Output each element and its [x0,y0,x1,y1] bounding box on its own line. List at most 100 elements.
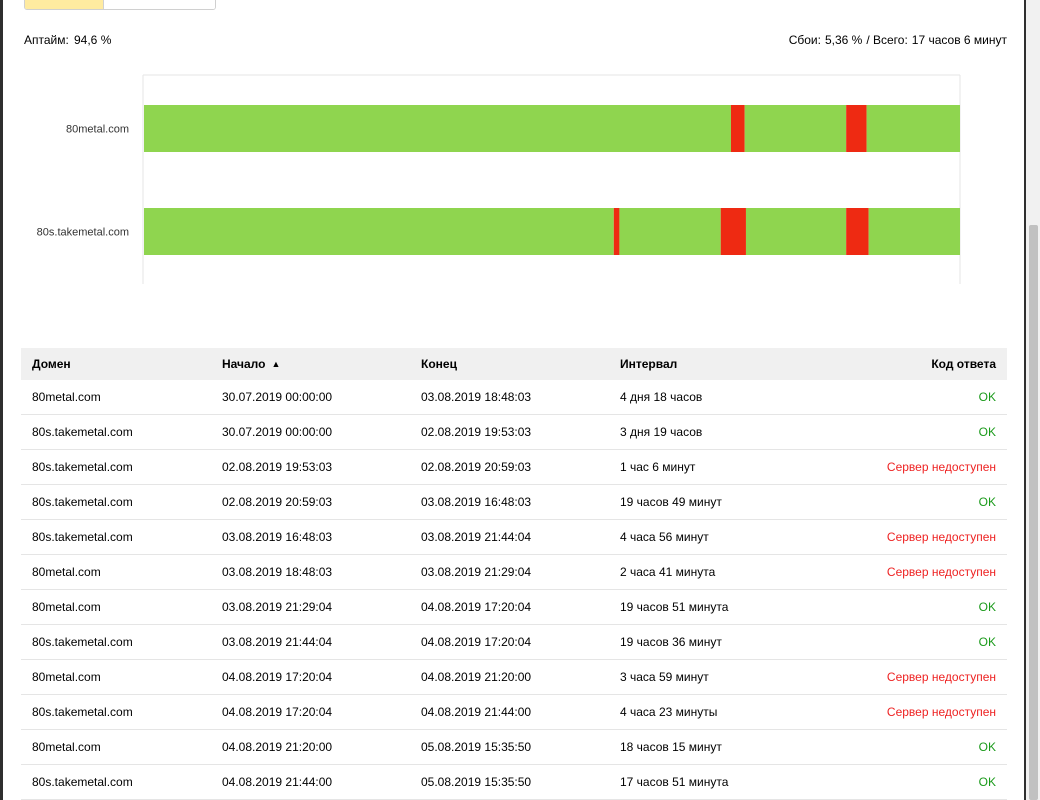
bar-segment-up [144,105,731,152]
cell-end: 04.08.2019 21:20:00 [421,670,532,684]
failure-summary: Сбои: 5,36 % / Всего: 17 часов 6 минут [789,33,1007,47]
cell-start: 04.08.2019 21:20:00 [222,740,333,754]
bar-segment-up [144,208,614,255]
window-frame-left [0,0,3,800]
availability-timeline-chart: 80metal.com 80s.takemetal.com [37,74,961,284]
cell-start: 30.07.2019 00:00:00 [222,390,333,404]
bar-segment-up [745,208,847,255]
cell-domain: 80s.takemetal.com [32,775,133,789]
cell-interval: 19 часов 51 минута [620,600,729,614]
cell-response-code: Сервер недоступен [886,565,996,579]
cell-response-code: OK [978,495,996,509]
category-label: 80s.takemetal.com [37,227,129,239]
table-row: 80metal.com 03.08.2019 21:29:04 04.08.2019… [21,590,1007,625]
bar-segment-up [868,208,960,255]
failures-label: Сбои: [788,33,821,47]
cell-domain: 80s.takemetal.com [32,495,133,509]
table-row: 80metal.com 30.07.2019 00:00:00 03.08.2019… [21,380,1007,415]
cell-interval: 4 часа 56 минут [620,530,709,544]
cell-domain: 80metal.com [32,670,101,684]
table-row: 80metal.com 04.08.2019 21:20:00 05.08.2019… [21,730,1007,765]
cell-end: 04.08.2019 21:44:00 [421,705,532,719]
bar-segment-down [730,105,745,152]
bar-segment-down [613,208,620,255]
cell-domain: 80metal.com [32,565,101,579]
cell-interval: 19 часов 36 минут [620,635,722,649]
window-frame-right [1024,0,1026,800]
incidents-table: Домен Начало ▲ Конец Интервал Код ответа… [21,348,1007,800]
cell-end: 02.08.2019 20:59:03 [421,460,532,474]
column-header-start-label: Начало [222,357,266,371]
cell-response-code: Сервер недоступен [886,670,996,684]
cell-domain: 80metal.com [32,740,101,754]
table-row: 80s.takemetal.com 02.08.2019 20:59:03 03.0… [21,485,1007,520]
table-row: 80s.takemetal.com 03.08.2019 16:48:03 03.0… [21,520,1007,555]
cell-end: 03.08.2019 18:48:03 [421,390,532,404]
cell-interval: 18 часов 15 минут [620,740,722,754]
column-header-start[interactable]: Начало ▲ [211,357,410,371]
cell-start: 03.08.2019 21:29:04 [222,600,333,614]
scrollbar-thumb[interactable] [1029,225,1038,800]
bar-segment-up [744,105,847,152]
table-row: 80s.takemetal.com 04.08.2019 17:20:04 04.0… [21,695,1007,730]
category-label: 80metal.com [66,124,129,136]
table-row: 80s.takemetal.com 30.07.2019 00:00:00 02.0… [21,415,1007,450]
period-segmented-control[interactable] [24,0,216,10]
cell-start: 04.08.2019 17:20:04 [222,670,333,684]
cell-domain: 80s.takemetal.com [32,460,133,474]
cell-domain: 80metal.com [32,600,101,614]
cell-interval: 3 дня 19 часов [620,425,703,439]
cell-interval: 2 часа 41 минута [620,565,716,579]
cell-interval: 4 дня 18 часов [620,390,703,404]
cell-start: 02.08.2019 19:53:03 [222,460,333,474]
total-label: / Всего: [866,33,908,47]
column-header-response-code[interactable]: Код ответа [931,357,996,371]
cell-start: 02.08.2019 20:59:03 [222,495,333,509]
cell-start: 03.08.2019 16:48:03 [222,530,333,544]
cell-start: 30.07.2019 00:00:00 [222,425,333,439]
table-row: 80s.takemetal.com 03.08.2019 21:44:04 04.0… [21,625,1007,660]
cell-end: 04.08.2019 17:20:04 [421,635,532,649]
bar-segment-up [866,105,960,152]
cell-start: 04.08.2019 21:44:00 [222,775,333,789]
cell-domain: 80s.takemetal.com [32,425,133,439]
period-option-active[interactable] [25,0,104,9]
cell-response-code: OK [978,740,996,754]
bar-segment-down [846,208,869,255]
cell-end: 05.08.2019 15:35:50 [421,775,532,789]
column-header-interval[interactable]: Интервал [620,357,678,371]
cell-interval: 4 часа 23 минуты [620,705,718,719]
table-row: 80metal.com 03.08.2019 18:48:03 03.08.2019… [21,555,1007,590]
cell-response-code: Сервер недоступен [886,530,996,544]
column-header-domain[interactable]: Домен [32,357,71,371]
table-row: 80metal.com 04.08.2019 17:20:04 04.08.2019… [21,660,1007,695]
cell-response-code: Сервер недоступен [886,705,996,719]
cell-interval: 19 часов 49 минут [620,495,722,509]
bar-segment-down [720,208,746,255]
cell-response-code: OK [978,635,996,649]
bar-segment-down [846,105,867,152]
cell-end: 04.08.2019 17:20:04 [421,600,532,614]
total-value: 17 часов 6 минут [911,33,1007,47]
cell-start: 03.08.2019 21:44:04 [222,635,333,649]
table-row: 80s.takemetal.com 04.08.2019 21:44:00 05.0… [21,765,1007,800]
table-header: Домен Начало ▲ Конец Интервал Код ответа [21,348,1007,380]
cell-end: 05.08.2019 15:35:50 [421,740,532,754]
cell-response-code: OK [978,600,996,614]
cell-interval: 1 час 6 минут [620,460,696,474]
cell-domain: 80s.takemetal.com [32,635,133,649]
cell-start: 04.08.2019 17:20:04 [222,705,333,719]
cell-domain: 80metal.com [32,390,101,404]
cell-response-code: OK [978,775,996,789]
sort-ascending-icon: ▲ [271,359,281,369]
column-header-end[interactable]: Конец [421,357,457,371]
cell-response-code: OK [978,390,996,404]
cell-domain: 80s.takemetal.com [32,705,133,719]
uptime-value: 94,6 % [74,33,112,47]
period-option-inactive[interactable] [104,0,215,9]
cell-interval: 17 часов 51 минута [620,775,729,789]
cell-interval: 3 часа 59 минут [620,670,709,684]
table-body: 80metal.com 30.07.2019 00:00:00 03.08.2019… [21,380,1007,800]
cell-end: 03.08.2019 16:48:03 [421,495,532,509]
cell-start: 03.08.2019 18:48:03 [222,565,333,579]
